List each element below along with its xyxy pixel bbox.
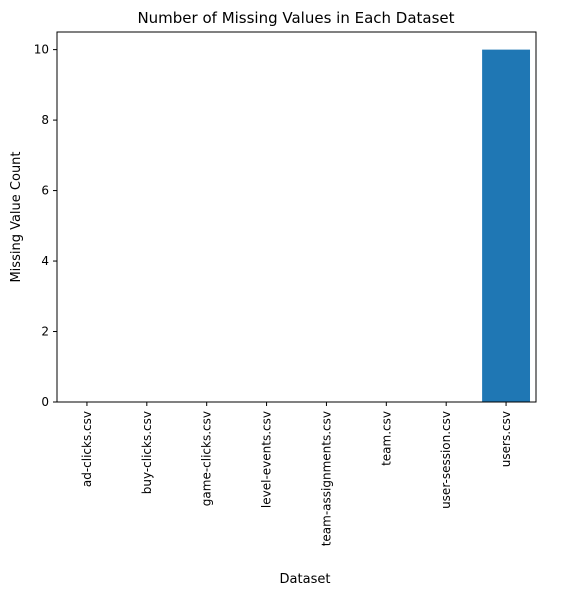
chart-title: Number of Missing Values in Each Dataset [137,9,454,27]
x-tick-label: game-clicks.csv [200,411,214,506]
x-tick-label: user-session.csv [439,411,453,509]
y-tick-label: 0 [41,395,49,409]
y-tick-label: 4 [41,254,49,268]
y-tick-label: 10 [34,43,49,57]
plot-frame [56,31,537,403]
x-tick-label: buy-clicks.csv [140,411,154,494]
y-tick-label: 8 [41,113,49,127]
x-tick-label: level-events.csv [260,411,274,508]
bars-group [482,49,531,402]
x-axis: ad-clicks.csv buy-clicks.csv game-clicks.c… [80,402,513,546]
x-axis-label: Dataset [280,572,331,587]
x-tick-label: ad-clicks.csv [80,411,94,487]
y-axis: 0 2 4 6 8 10 [34,43,57,409]
y-tick-label: 2 [41,325,49,339]
y-axis-label: Missing Value Count [9,151,24,282]
y-tick-label: 6 [41,184,49,198]
x-tick-label: team.csv [379,411,393,466]
x-tick-label: users.csv [499,411,513,467]
bar-7 [482,49,531,402]
x-tick-label: team-assignments.csv [319,411,333,546]
